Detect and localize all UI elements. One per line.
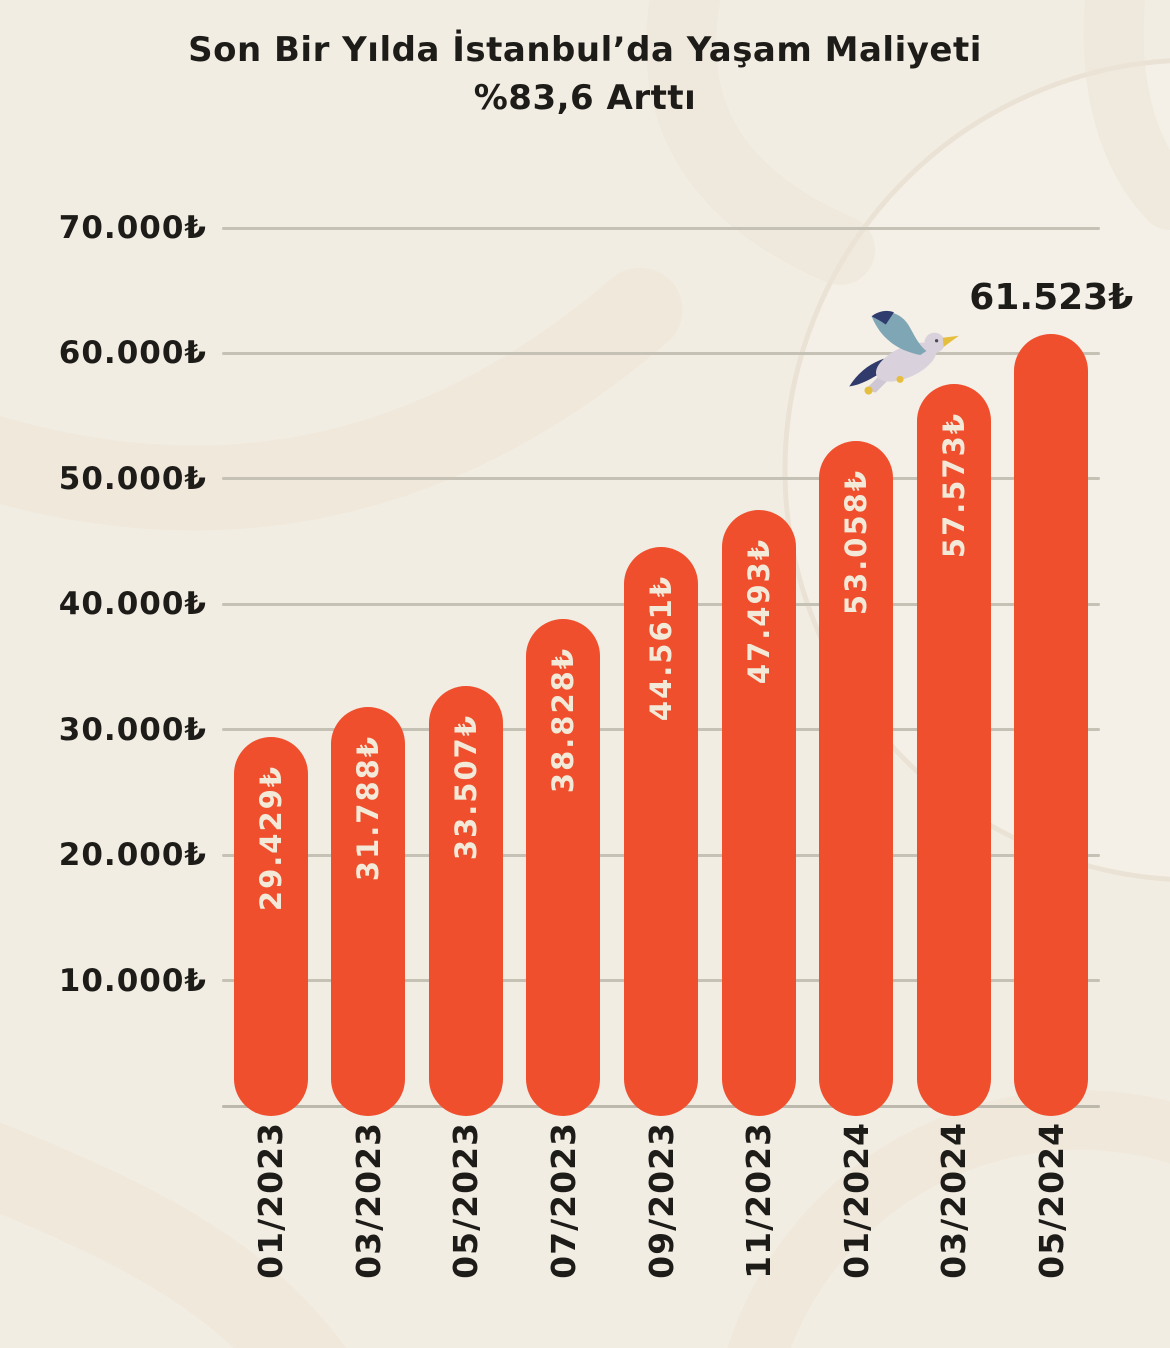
bar-value-label: 44.561₺ bbox=[644, 575, 679, 722]
x-axis-label: 05/2024 bbox=[1031, 1122, 1071, 1279]
bar-value-label: 31.788₺ bbox=[351, 735, 386, 882]
x-axis-tick: 05/2024 bbox=[1003, 1122, 1101, 1279]
x-axis-tick: 01/2024 bbox=[807, 1122, 905, 1279]
x-axis: 01/2023 03/2023 05/2023 07/2023 09/2023 11/20… bbox=[222, 1122, 1100, 1279]
x-axis-label: 01/2023 bbox=[251, 1122, 291, 1279]
bar-slot: 61.523₺ bbox=[969, 228, 1133, 1116]
x-axis-tick: 07/2023 bbox=[515, 1122, 613, 1279]
bar-value-label: 47.493₺ bbox=[741, 538, 776, 685]
x-axis-tick: 03/2024 bbox=[905, 1122, 1003, 1279]
seagull-icon bbox=[849, 310, 959, 395]
bar-slot: 38.828₺ bbox=[515, 228, 613, 1116]
bar-slot: 57.573₺ bbox=[905, 228, 1003, 1116]
bar-slot: 33.507₺ bbox=[417, 228, 515, 1116]
x-axis-tick: 09/2023 bbox=[612, 1122, 710, 1279]
bar: 31.788₺ bbox=[331, 707, 406, 1116]
y-axis-label: 60.000₺ bbox=[58, 335, 207, 372]
x-axis-label: 05/2023 bbox=[446, 1122, 486, 1279]
x-axis-label: 07/2023 bbox=[543, 1122, 583, 1279]
x-axis-label: 03/2023 bbox=[348, 1122, 388, 1279]
x-axis-tick: 05/2023 bbox=[417, 1122, 515, 1279]
bar-value-label: 57.573₺ bbox=[936, 411, 971, 558]
bar bbox=[1014, 334, 1089, 1116]
bar: 44.561₺ bbox=[624, 547, 699, 1116]
bar-slot: 29.429₺ bbox=[222, 228, 320, 1116]
y-axis-label: 10.000₺ bbox=[58, 962, 207, 999]
bar-slot: 53.058₺ bbox=[807, 228, 905, 1116]
bar: 53.058₺ bbox=[819, 440, 894, 1116]
gridline bbox=[222, 351, 1100, 355]
y-axis-label: 20.000₺ bbox=[58, 837, 207, 874]
gridline bbox=[222, 226, 1100, 230]
y-axis-label: 30.000₺ bbox=[58, 711, 207, 748]
gridline bbox=[222, 477, 1100, 481]
y-axis: 10.000₺ 20.000₺ 30.000₺ 40.000₺ 50.000₺ 60.00… bbox=[20, 210, 207, 1106]
bar: 33.507₺ bbox=[428, 685, 503, 1116]
y-axis-label: 70.000₺ bbox=[58, 210, 207, 246]
bar-value-label: 38.828₺ bbox=[546, 647, 581, 794]
y-axis-label: 40.000₺ bbox=[58, 586, 207, 623]
x-axis-label: 01/2024 bbox=[836, 1122, 876, 1279]
bar: 57.573₺ bbox=[916, 383, 991, 1116]
y-axis-label: 50.000₺ bbox=[58, 460, 207, 497]
chart-title: Son Bir Yılda İstanbul’da Yaşam Maliyeti… bbox=[188, 30, 982, 119]
bar-slot: 47.493₺ bbox=[710, 228, 808, 1116]
bar-slot: 44.561₺ bbox=[612, 228, 710, 1116]
x-axis-label: 11/2023 bbox=[739, 1122, 779, 1279]
x-axis-tick: 01/2023 bbox=[222, 1122, 320, 1279]
bar: 47.493₺ bbox=[721, 510, 796, 1116]
x-axis-tick: 11/2023 bbox=[710, 1122, 808, 1279]
x-axis-label: 09/2023 bbox=[641, 1122, 681, 1279]
bar: 38.828₺ bbox=[526, 619, 601, 1116]
x-axis-label: 03/2024 bbox=[934, 1122, 974, 1279]
bar-value-label: 53.058₺ bbox=[839, 468, 874, 615]
bars: 29.429₺ 31.788₺ 33.507₺ 38.828₺ 44.561₺ 47.49… bbox=[222, 228, 1133, 1116]
bar-value-label: 61.523₺ bbox=[969, 277, 1134, 319]
bar-value-label: 29.429₺ bbox=[253, 764, 288, 911]
bar-slot: 31.788₺ bbox=[320, 228, 418, 1116]
bar: 29.429₺ bbox=[233, 736, 308, 1116]
x-axis-tick: 03/2023 bbox=[320, 1122, 418, 1279]
bar-value-label: 33.507₺ bbox=[448, 713, 483, 860]
